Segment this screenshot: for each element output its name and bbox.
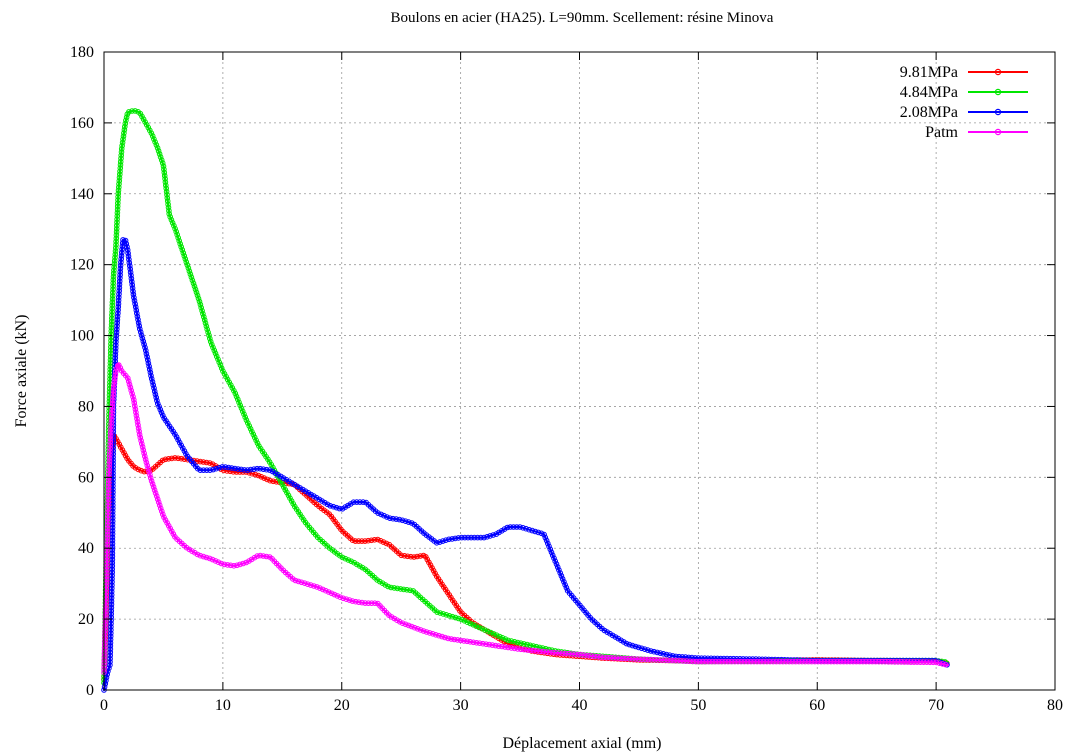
x-tick-label: 10 — [215, 697, 231, 714]
x-tick-label: 0 — [100, 697, 108, 714]
grid — [104, 52, 1055, 690]
series-layer — [102, 109, 950, 693]
y-tick-label: 160 — [70, 115, 94, 132]
series-line — [104, 240, 948, 690]
y-tick-label: 100 — [70, 328, 94, 345]
y-tick-label: 0 — [86, 682, 94, 699]
y-tick-label: 120 — [70, 257, 94, 274]
legend-label: Patm — [925, 124, 958, 141]
x-tick-label: 50 — [690, 697, 706, 714]
axis-ticks: 0 10 20 30 40 50 60 70 80 0 20 40 60 80 100 120 140 160 18… — [70, 44, 1063, 714]
y-tick-label: 80 — [78, 398, 94, 415]
series-patm — [102, 363, 948, 675]
y-tick-label: 40 — [78, 540, 94, 557]
legend-label: 2.08MPa — [900, 104, 958, 121]
series-line — [104, 111, 948, 683]
legend-label: 4.84MPa — [900, 84, 958, 101]
x-tick-label: 30 — [453, 697, 469, 714]
legend: 9.81MPa 4.84MPa 2.08MPa Patm — [900, 64, 1028, 141]
x-tick-label: 60 — [809, 697, 825, 714]
x-tick-label: 80 — [1047, 697, 1063, 714]
y-tick-label: 140 — [70, 186, 94, 203]
x-axis-title: Déplacement axial (mm) — [502, 735, 661, 752]
series-line — [104, 364, 948, 672]
y-tick-label: 20 — [78, 611, 94, 628]
x-tick-label: 70 — [928, 697, 944, 714]
y-axis-title: Force axiale (kN) — [13, 315, 30, 428]
chart-title: Boulons en acier (HA25). L=90mm. Scellem… — [391, 10, 774, 26]
y-tick-label: 60 — [78, 469, 94, 486]
legend-label: 9.81MPa — [900, 64, 958, 81]
series-4-84mpa — [102, 109, 948, 686]
series-2-08mpa — [102, 238, 950, 693]
x-tick-label: 20 — [334, 697, 350, 714]
y-tick-label: 180 — [70, 44, 94, 61]
x-tick-label: 40 — [572, 697, 588, 714]
